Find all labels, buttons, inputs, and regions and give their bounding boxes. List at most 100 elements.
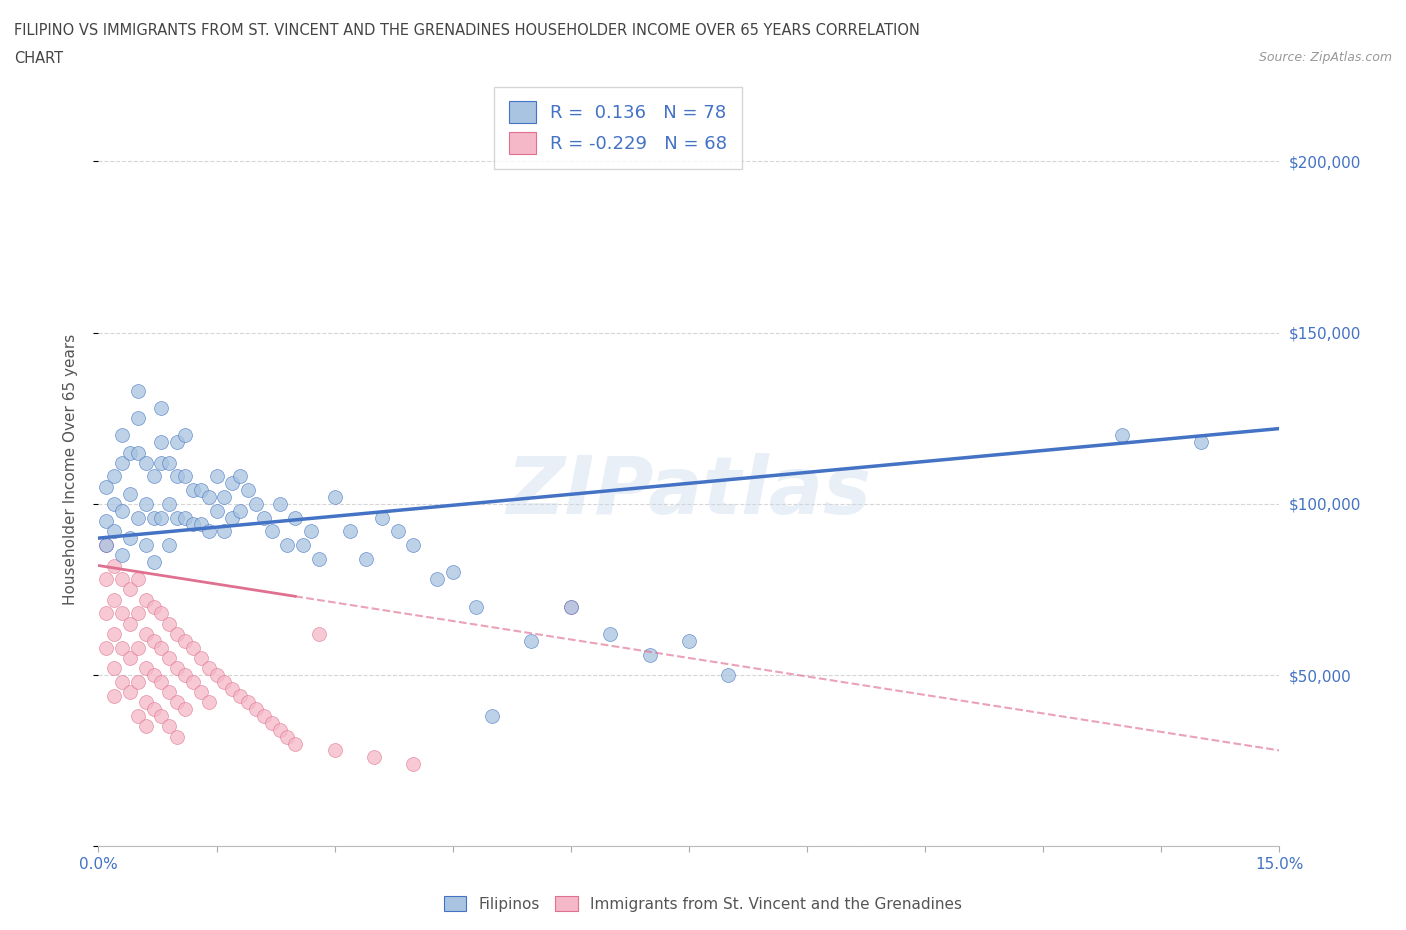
Point (142, 554, 165, 569)
Point (127, 445, 149, 460)
Point (308, 551, 330, 566)
Point (214, 489, 236, 504)
Point (599, 627, 621, 642)
Point (197, 661, 219, 676)
Point (260, 715, 283, 730)
Point (166, 729, 188, 744)
Point (276, 729, 298, 744)
Point (638, 647, 661, 662)
Point (269, 723, 291, 737)
Text: ZIPatlas: ZIPatlas (506, 453, 872, 531)
Point (103, 592, 125, 607)
Point (214, 524, 236, 538)
Point (142, 668, 165, 683)
Point (236, 483, 259, 498)
Point (245, 497, 267, 512)
Point (150, 709, 173, 724)
Point (135, 497, 157, 512)
Point (221, 511, 243, 525)
Point (111, 456, 134, 471)
Point (441, 565, 464, 579)
Point (127, 411, 149, 426)
Text: FILIPINO VS IMMIGRANTS FROM ST. VINCENT AND THE GRENADINES HOUSEHOLDER INCOME OV: FILIPINO VS IMMIGRANTS FROM ST. VINCENT … (14, 23, 920, 38)
Point (387, 524, 409, 538)
Point (678, 633, 700, 648)
Point (118, 486, 141, 501)
Point (1189, 435, 1212, 450)
Point (150, 674, 173, 689)
Point (103, 469, 125, 484)
Point (229, 688, 252, 703)
Point (142, 599, 165, 614)
Point (118, 617, 141, 631)
Point (103, 558, 125, 573)
Point (157, 651, 180, 666)
Point (111, 640, 134, 655)
Point (157, 538, 180, 552)
Point (127, 511, 149, 525)
Point (111, 503, 134, 518)
Point (157, 719, 180, 734)
Point (96, 513, 118, 528)
Point (560, 599, 582, 614)
Point (292, 538, 315, 552)
Point (284, 511, 307, 525)
Point (135, 719, 157, 734)
Point (96, 538, 118, 552)
Point (166, 695, 188, 710)
Point (135, 538, 157, 552)
Point (150, 401, 173, 416)
Point (118, 582, 141, 597)
Legend: R =  0.136   N = 78, R = -0.229   N = 68: R = 0.136 N = 78, R = -0.229 N = 68 (495, 87, 742, 169)
Point (214, 674, 236, 689)
Point (157, 456, 180, 471)
Point (190, 651, 212, 666)
Point (181, 517, 204, 532)
Point (142, 702, 165, 717)
Point (142, 469, 165, 484)
Point (174, 668, 197, 683)
Point (276, 538, 298, 552)
Point (197, 524, 219, 538)
Point (118, 651, 141, 666)
Point (118, 684, 141, 699)
Point (190, 684, 212, 699)
Legend: Filipinos, Immigrants from St. Vincent and the Grenadines: Filipinos, Immigrants from St. Vincent a… (437, 889, 969, 918)
Point (96, 640, 118, 655)
Point (323, 489, 346, 504)
Point (190, 517, 212, 532)
Point (96, 606, 118, 621)
Point (103, 688, 125, 703)
Point (166, 627, 188, 642)
Y-axis label: Householder Income Over 65 years: Householder Income Over 65 years (63, 334, 77, 605)
Point (174, 469, 197, 484)
Point (284, 737, 307, 751)
Point (339, 524, 361, 538)
Point (717, 668, 740, 683)
Point (111, 548, 134, 563)
Point (166, 511, 188, 525)
Point (520, 633, 543, 648)
Point (103, 524, 125, 538)
Point (127, 572, 149, 587)
Point (253, 511, 276, 525)
Point (465, 599, 488, 614)
Point (118, 531, 141, 546)
Point (190, 483, 212, 498)
Point (402, 757, 425, 772)
Point (402, 538, 425, 552)
Text: CHART: CHART (14, 51, 63, 66)
Point (96, 572, 118, 587)
Point (127, 383, 149, 398)
Point (166, 661, 188, 676)
Point (111, 674, 134, 689)
Point (118, 445, 141, 460)
Point (1111, 428, 1133, 443)
Point (197, 695, 219, 710)
Point (135, 661, 157, 676)
Point (181, 483, 204, 498)
Point (96, 538, 118, 552)
Point (103, 661, 125, 676)
Point (150, 435, 173, 450)
Point (197, 489, 219, 504)
